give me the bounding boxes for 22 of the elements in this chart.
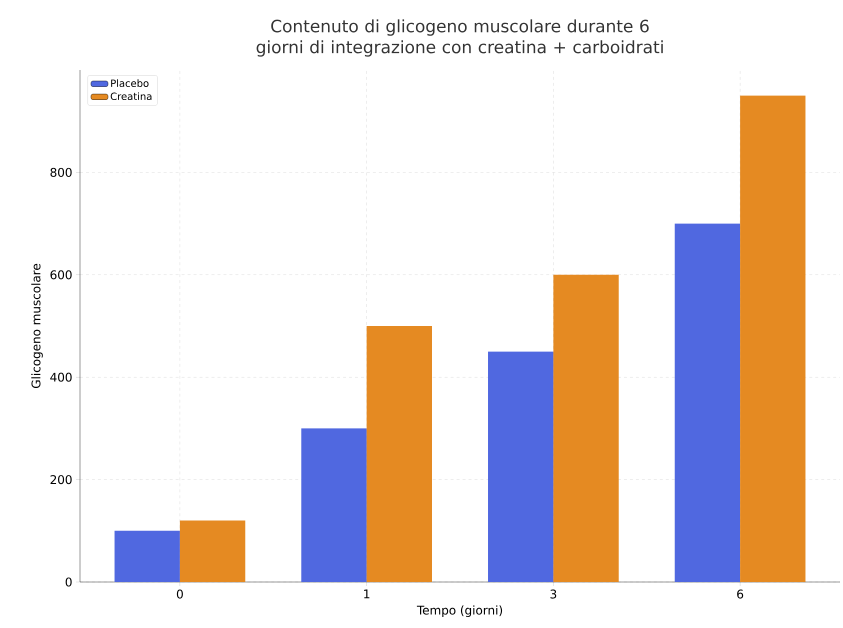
bar — [553, 274, 619, 582]
y-tick-label: 0 — [66, 577, 72, 587]
bar — [366, 326, 432, 582]
legend-label: Creatina — [110, 92, 152, 100]
y-tick-label: 400 — [50, 372, 72, 382]
x-tick-label: 0 — [176, 590, 183, 599]
bar — [301, 428, 367, 582]
bar — [740, 96, 806, 582]
x-tick-label: 1 — [364, 590, 370, 598]
x-tick-label: 3 — [550, 590, 556, 599]
chart-title: Contenuto di glicogeno muscolare durante 6 giorni di integrazione con creatina + carboidrati — [256, 19, 663, 57]
x-axis-title: Tempo (giorni) — [416, 605, 502, 617]
x-tick-label: 6 — [737, 590, 744, 599]
legend-label: Placebo — [111, 79, 149, 88]
bar — [674, 224, 740, 582]
bar — [114, 530, 180, 582]
y-tick-label: 200 — [50, 475, 72, 484]
bar — [488, 352, 554, 582]
y-tick-label: 800 — [50, 168, 72, 177]
y-axis-title: Glicogeno muscolare — [31, 264, 43, 388]
y-tick-label: 600 — [50, 270, 72, 280]
bar — [180, 520, 246, 582]
